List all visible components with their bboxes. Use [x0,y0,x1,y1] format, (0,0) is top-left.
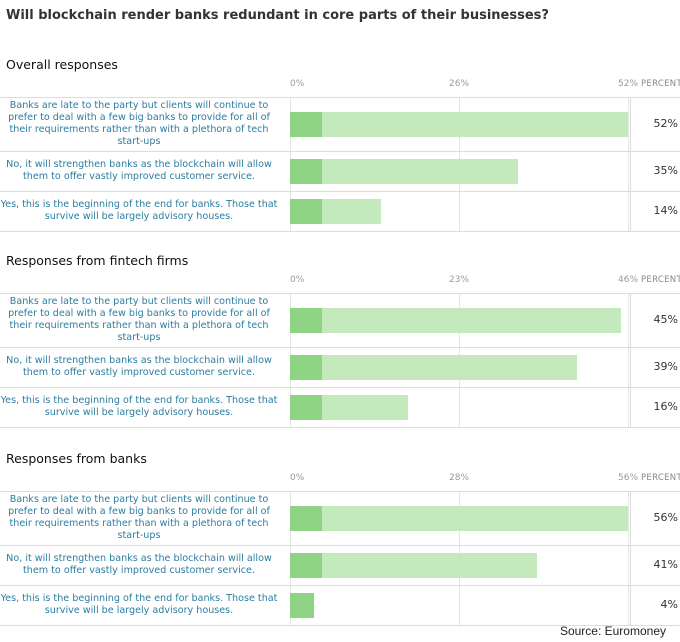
bar-value [322,199,381,224]
row-separator [0,347,680,348]
category-label: No, it will strengthen banks as the bloc… [6,355,272,378]
row-separator [0,293,680,294]
value-column-divider [630,191,631,231]
bar-value [322,112,628,137]
bar-row: Banks are late to the party but clients … [0,293,680,347]
bar-segment [290,506,322,531]
x-axis: 0% 23% 46% PERCENT [0,275,680,289]
bar-segment [290,355,322,380]
value-column-divider [630,585,631,625]
bar-row: Yes, this is the beginning of the end fo… [0,191,680,231]
category-label: No, it will strengthen banks as the bloc… [6,553,272,576]
value-label: 41% [653,558,678,571]
category-label: Banks are late to the party but clients … [8,100,270,147]
x-axis: 0% 26% 52% PERCENT [0,79,680,93]
category-label: Yes, this is the beginning of the end fo… [0,395,278,418]
bar-value [322,355,577,380]
bar-row: Yes, this is the beginning of the end fo… [0,585,680,625]
value-label: 52% [653,117,678,130]
value-label: 56% [653,511,678,524]
row-separator [0,151,680,152]
row-separator [0,191,680,192]
gridline [628,491,629,625]
bar-segment [290,159,322,184]
value-column-divider [630,387,631,427]
bar-row: Banks are late to the party but clients … [0,491,680,545]
value-column-divider [630,97,631,151]
bar-segment [290,112,322,137]
bar-row: No, it will strengthen banks as the bloc… [0,545,680,585]
bar-row: No, it will strengthen banks as the bloc… [0,151,680,191]
x-axis-unit: PERCENT [641,79,680,89]
x-tick-label: 26% [448,79,470,89]
x-axis-unit: PERCENT [641,473,680,483]
row-separator [0,387,680,388]
category-label: Yes, this is the beginning of the end fo… [0,593,278,616]
x-tick-label: 46% [617,275,639,285]
value-column-divider [630,293,631,347]
row-separator [0,545,680,546]
x-tick-label: 0% [290,473,305,483]
panel-title: Responses from banks [6,451,147,466]
x-axis-unit: PERCENT [641,275,680,285]
row-separator [0,585,680,586]
row-separator [0,97,680,98]
chart-panel-2: Responses from fintech firms 0% 23% 46% PERC… [0,251,680,428]
row-separator [0,427,680,428]
value-label: 45% [653,313,678,326]
bar-rows: Banks are late to the party but clients … [0,97,680,232]
bar-row: Yes, this is the beginning of the end fo… [0,387,680,427]
value-column-divider [630,347,631,387]
bar-segment [290,199,322,224]
category-label: No, it will strengthen banks as the bloc… [6,159,272,182]
bar-rows: Banks are late to the party but clients … [0,293,680,428]
bar-value [322,308,621,333]
x-tick-label: 0% [290,79,305,89]
category-label: Banks are late to the party but clients … [8,296,270,343]
row-separator [0,625,680,626]
panel-title: Overall responses [6,57,118,72]
category-label: Banks are late to the party but clients … [8,494,270,541]
bar-rows: Banks are late to the party but clients … [0,491,680,626]
chart-main-title: Will blockchain render banks redundant i… [6,8,549,23]
x-tick-label: 56% [617,473,639,483]
bar-segment [290,308,322,333]
panel-title: Responses from fintech firms [6,253,189,268]
bar-segment [290,395,322,420]
value-label: 14% [653,204,678,217]
source-credit: Source: Euromoney [559,624,666,638]
bar-segment [290,553,322,578]
bar-value [322,395,408,420]
bar-value [322,159,518,184]
bar-row: Banks are late to the party but clients … [0,97,680,151]
value-column-divider [630,491,631,545]
value-label: 16% [653,400,678,413]
value-label: 35% [653,164,678,177]
row-separator [0,231,680,232]
value-label: 39% [653,360,678,373]
category-label: Yes, this is the beginning of the end fo… [0,199,278,222]
value-column-divider [630,151,631,191]
x-tick-label: 52% [617,79,639,89]
x-tick-label: 28% [448,473,470,483]
bar-value [322,506,628,531]
x-tick-label: 0% [290,275,305,285]
bar-segment [290,593,315,618]
chart-panel-1: Overall responses 0% 26% 52% PERCENT Banks ar… [0,55,680,232]
chart-panel-3: Responses from banks 0% 28% 56% PERCENT Banks… [0,449,680,626]
bar-value [322,553,538,578]
gridline [628,97,629,231]
x-axis: 0% 28% 56% PERCENT [0,473,680,487]
x-tick-label: 23% [448,275,470,285]
row-separator [0,491,680,492]
value-label: 4% [660,598,678,611]
value-column-divider [630,545,631,585]
bar-row: No, it will strengthen banks as the bloc… [0,347,680,387]
gridline [628,293,629,427]
